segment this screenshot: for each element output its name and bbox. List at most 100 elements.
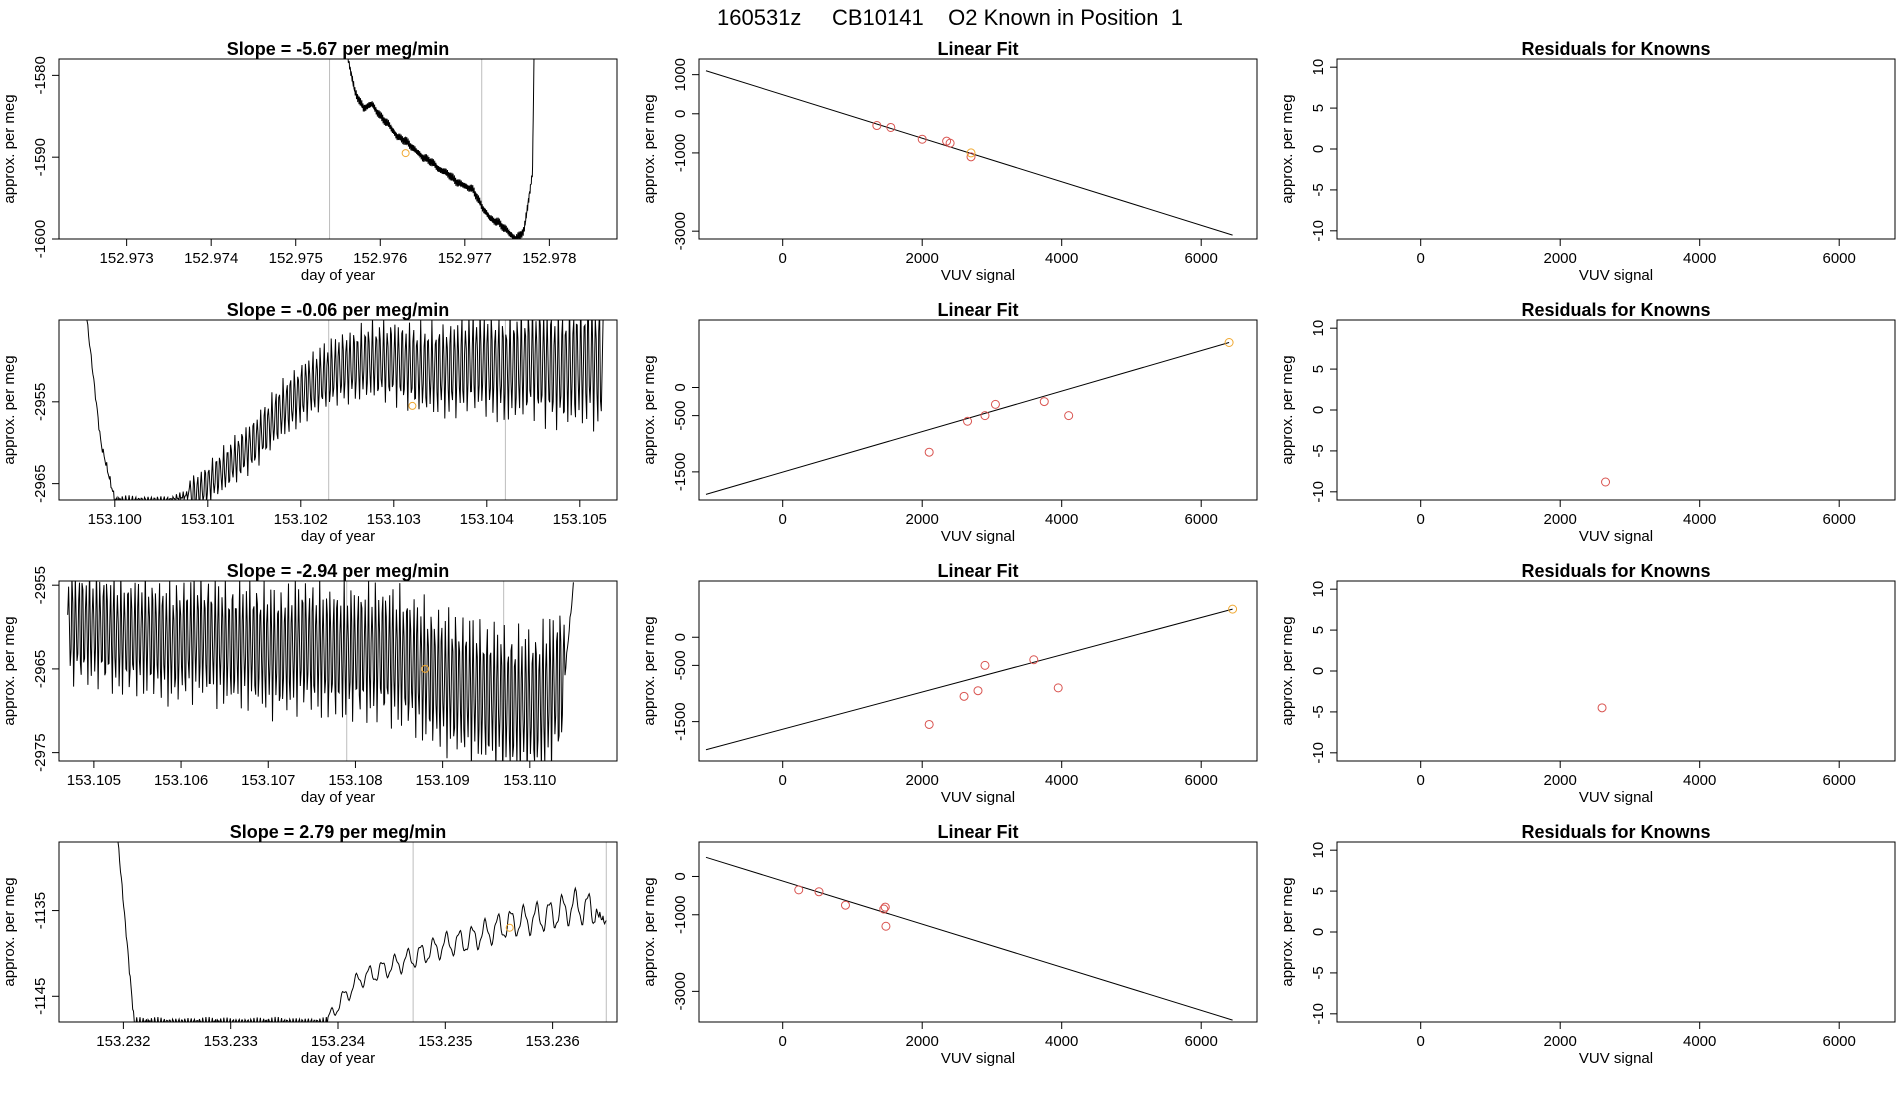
linear-fit-panel: 0 2000 4000 6000 0 -500 -1500 Linear Fit VUV sig… <box>641 300 1258 545</box>
linear-fit-xlabel: VUV signal <box>941 789 1015 806</box>
residuals-frame <box>1336 319 1896 501</box>
residuals-ytick-label: 0 <box>1310 928 1327 936</box>
timeseries-ylabel: approx. per meg <box>1 877 18 986</box>
timeseries-xtick-label: 152.975 <box>269 250 323 267</box>
residuals-xtick-label: 2000 <box>1544 772 1577 789</box>
timeseries-panel: 153.100 153.101 153.102 153.103 153.104 153.1… <box>1 300 618 545</box>
timeseries-title: Slope = 2.79 per meg/min <box>230 822 447 842</box>
fit-point <box>924 447 934 457</box>
timeseries-xtick-label: 153.235 <box>418 1033 472 1050</box>
residuals-frame <box>1336 841 1896 1023</box>
timeseries-title: Slope = -5.67 per meg/min <box>227 39 450 59</box>
timeseries-title: Slope = -2.94 per meg/min <box>227 561 450 581</box>
residuals-ytick-label: 5 <box>1310 887 1327 895</box>
linear-fit-ylabel: approx. per meg <box>641 877 658 986</box>
linear-fit-ytick-label: 0 <box>672 633 689 641</box>
residuals-frame <box>1336 580 1896 762</box>
fit-point <box>963 416 973 426</box>
timeseries-xtick-label: 153.101 <box>181 511 235 528</box>
linear-fit-ytick-label: -3000 <box>672 212 689 250</box>
linear-fit-xtick-label: 2000 <box>906 1033 939 1050</box>
fit-point <box>917 134 927 144</box>
residuals-xlabel: VUV signal <box>1579 789 1653 806</box>
residuals-xtick-label: 6000 <box>1823 250 1856 267</box>
residuals-xlabel: VUV signal <box>1579 528 1653 545</box>
residuals-ytick-label: -10 <box>1310 742 1327 764</box>
linear-fit-xtick-label: 6000 <box>1185 1033 1218 1050</box>
residuals-panel: 0 2000 4000 6000 10 5 0 -5 -10 Residuals for Know… <box>1279 39 1896 284</box>
timeseries-xlabel: day of year <box>301 267 375 284</box>
linear-fit-frame <box>698 58 1258 240</box>
residuals-xtick-label: 6000 <box>1823 772 1856 789</box>
timeseries-xtick-label: 153.108 <box>328 772 382 789</box>
timeseries-frame <box>58 841 618 1023</box>
timeseries-panel: 152.973 152.974 152.975 152.976 152.977 152.9… <box>1 39 618 284</box>
timeseries-ytick-label: -1145 <box>32 978 49 1015</box>
fit-line <box>705 856 1233 1021</box>
timeseries-xtick-label: 153.236 <box>525 1033 579 1050</box>
timeseries-xtick-label: 152.973 <box>100 250 154 267</box>
residuals-ytick-label: 0 <box>1310 406 1327 414</box>
residuals-ytick-label: 10 <box>1310 320 1327 337</box>
fit-highlight-point <box>1224 338 1234 347</box>
residuals-ytick-label: -10 <box>1310 1003 1327 1025</box>
timeseries-xtick-label: 153.104 <box>460 511 514 528</box>
residuals-xtick-label: 6000 <box>1823 1033 1856 1050</box>
figure-title: 160531z CB10141 O2 Known in Position 1 <box>717 5 1183 30</box>
linear-fit-ytick-label: 0 <box>672 872 689 880</box>
timeseries-highlight-point <box>505 923 514 932</box>
linear-fit-xtick-label: 6000 <box>1185 250 1218 267</box>
timeseries-ytick-label: -2965 <box>32 464 49 502</box>
residual-point <box>1597 703 1607 713</box>
linear-fit-ytick-label: -500 <box>672 401 689 431</box>
residuals-ylabel: approx. per meg <box>1279 877 1296 986</box>
fit-point <box>945 138 955 148</box>
timeseries-ytick-label: -1135 <box>32 892 49 929</box>
fit-point <box>1053 683 1063 693</box>
residuals-title: Residuals for Knowns <box>1521 39 1710 59</box>
residuals-ytick-label: 5 <box>1310 104 1327 112</box>
timeseries-frame <box>58 58 618 240</box>
timeseries-ytick-label: -1600 <box>32 220 49 258</box>
residuals-panel: 0 2000 4000 6000 10 5 0 -5 -10 Residuals for Know… <box>1279 300 1896 545</box>
linear-fit-xtick-label: 0 <box>779 511 787 528</box>
residuals-xtick-label: 0 <box>1417 1033 1425 1050</box>
residuals-ytick-label: -5 <box>1310 966 1327 979</box>
residuals-ytick-label: 5 <box>1310 626 1327 634</box>
residuals-xtick-label: 4000 <box>1683 1033 1716 1050</box>
linear-fit-frame <box>698 319 1258 501</box>
timeseries-xlabel: day of year <box>301 528 375 545</box>
fit-point <box>794 885 804 895</box>
linear-fit-xtick-label: 0 <box>779 1033 787 1050</box>
timeseries-ytick-label: -1590 <box>32 138 49 176</box>
timeseries-highlight-point <box>421 664 430 673</box>
linear-fit-plot-area <box>705 70 1233 236</box>
linear-fit-xlabel: VUV signal <box>941 1050 1015 1067</box>
residuals-ylabel: approx. per meg <box>1279 94 1296 203</box>
linear-fit-plot-area <box>705 338 1234 495</box>
linear-fit-ytick-label: -1500 <box>672 453 689 491</box>
linear-fit-ytick-label: -1000 <box>672 896 689 934</box>
residuals-title: Residuals for Knowns <box>1521 822 1710 842</box>
linear-fit-xtick-label: 6000 <box>1185 772 1218 789</box>
fit-highlight-point <box>966 148 976 158</box>
fit-point <box>966 152 976 162</box>
linear-fit-xtick-label: 4000 <box>1045 1033 1078 1050</box>
fit-point <box>1039 397 1049 407</box>
fit-point <box>1064 411 1074 421</box>
timeseries-xtick-label: 153.109 <box>416 772 470 789</box>
timeseries-ytick-label: -2955 <box>32 566 49 604</box>
linear-fit-ylabel: approx. per meg <box>641 355 658 464</box>
timeseries-xtick-label: 152.976 <box>353 250 407 267</box>
fit-point <box>959 691 969 701</box>
residuals-panel: 0 2000 4000 6000 10 5 0 -5 -10 Residuals for Know… <box>1279 822 1896 1067</box>
linear-fit-title: Linear Fit <box>937 39 1018 59</box>
linear-fit-xtick-label: 4000 <box>1045 772 1078 789</box>
residuals-xtick-label: 2000 <box>1544 250 1577 267</box>
timeseries-xtick-label: 152.974 <box>184 250 238 267</box>
residuals-title: Residuals for Knowns <box>1521 300 1710 320</box>
residuals-ytick-label: -10 <box>1310 220 1327 242</box>
linear-fit-xtick-label: 0 <box>779 772 787 789</box>
residuals-xtick-label: 0 <box>1417 772 1425 789</box>
residuals-xlabel: VUV signal <box>1579 1050 1653 1067</box>
